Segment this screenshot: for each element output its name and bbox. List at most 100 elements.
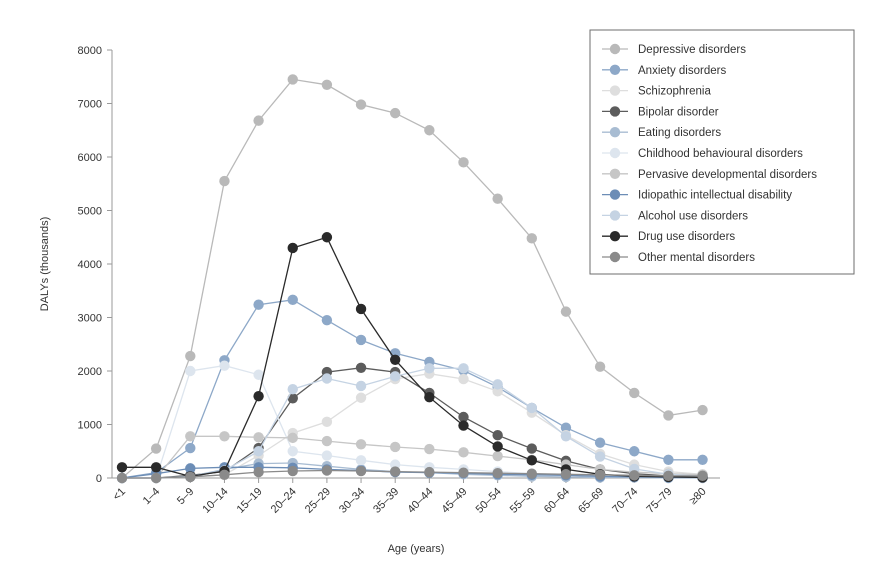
x-tick-label: 40–44: [405, 486, 435, 516]
legend-item: Schizophrenia: [602, 85, 711, 98]
series-point: [526, 455, 537, 466]
series-point: [526, 468, 537, 479]
series-point: [321, 314, 333, 326]
legend-marker: [609, 127, 621, 138]
series-point: [355, 380, 367, 392]
series-point: [287, 432, 298, 444]
x-tick-label: 25–29: [303, 486, 333, 516]
series-point: [390, 354, 401, 365]
series-point: [458, 447, 469, 458]
series-point: [526, 443, 537, 454]
series-point: [424, 443, 435, 455]
series-point: [321, 450, 333, 461]
series-line: [122, 367, 703, 479]
series-point: [253, 390, 264, 402]
legend-item: Drug use disorders: [602, 231, 735, 243]
y-axis-title: DALYs (thousands): [39, 217, 51, 312]
legend-label: Other mental disorders: [638, 252, 755, 264]
series-point: [219, 431, 230, 442]
y-tick-label: 2000: [78, 366, 102, 378]
series-point: [424, 392, 435, 403]
series-line: [121, 78, 703, 479]
series-point: [185, 365, 196, 377]
series-point: [321, 373, 333, 384]
y-tick-label: 4000: [78, 259, 102, 271]
legend-item: Alcohol use disorders: [602, 210, 748, 222]
y-tick-label: 0: [96, 473, 102, 485]
x-tick-label: 35–39: [371, 486, 401, 516]
series-point: [458, 373, 469, 385]
series-point: [560, 306, 572, 317]
series-point: [355, 99, 367, 110]
x-tick-label: 55–59: [508, 486, 538, 516]
series-point: [697, 470, 708, 482]
x-tick-label: 15–19: [235, 486, 265, 516]
series-point: [492, 467, 503, 479]
series-point: [560, 431, 572, 442]
legend-label: Idiopathic intellectual disability: [638, 190, 792, 202]
series-point: [355, 362, 367, 373]
series-point: [697, 454, 708, 466]
legend-label: Bipolar disorder: [638, 106, 719, 118]
series-point: [321, 232, 333, 243]
series-point: [321, 79, 333, 90]
series-point: [492, 379, 503, 390]
legend-item: Anxiety disorders: [602, 64, 726, 77]
series-point: [253, 432, 264, 443]
series-point: [355, 392, 367, 403]
series-point: [458, 157, 469, 168]
series-10: [116, 465, 708, 484]
series-point: [321, 465, 333, 476]
series-point: [253, 446, 264, 457]
series-0: [116, 74, 708, 484]
legend-item: Other mental disorders: [602, 251, 755, 264]
series-point: [424, 466, 435, 478]
series-point: [458, 411, 469, 423]
series-point: [185, 350, 196, 362]
legend-item: Bipolar disorder: [602, 106, 719, 118]
x-tick-label: ≥80: [687, 486, 708, 507]
series-point: [560, 422, 572, 433]
series-point: [424, 363, 435, 374]
series-point: [219, 175, 230, 187]
series-point: [697, 404, 708, 416]
series-1: [116, 294, 708, 484]
series-point: [663, 470, 674, 482]
series-point: [355, 455, 367, 466]
x-tick-label: 30–34: [337, 486, 367, 516]
series-point: [150, 462, 162, 473]
x-tick-label: 50–54: [474, 486, 504, 516]
legend-marker: [609, 43, 621, 55]
legend-marker: [609, 106, 621, 117]
x-axis-title: Age (years): [388, 543, 445, 555]
series-point: [594, 437, 606, 448]
series-point: [390, 441, 401, 453]
series-point: [492, 430, 503, 441]
series-point: [663, 410, 674, 421]
series-point: [629, 387, 640, 399]
legend-item: Idiopathic intellectual disability: [602, 189, 792, 202]
legend-label: Depressive disorders: [638, 44, 746, 56]
y-tick-label: 7000: [78, 99, 102, 111]
series-line: [122, 435, 703, 479]
series-point: [390, 466, 401, 477]
series-point: [287, 465, 298, 477]
series-point: [287, 393, 298, 404]
series-point: [185, 442, 196, 454]
legend-label: Alcohol use disorders: [638, 210, 748, 222]
series-point: [492, 450, 503, 462]
series-point: [526, 402, 537, 414]
series-point: [321, 435, 333, 447]
legend-item: Depressive disorders: [602, 43, 746, 56]
legend-item: Eating disorders: [602, 127, 721, 139]
series-point: [458, 467, 469, 478]
legend-marker: [609, 147, 621, 159]
legend-label: Schizophrenia: [638, 86, 711, 98]
series-point: [594, 361, 606, 372]
legend-marker: [609, 168, 621, 179]
series-point: [253, 466, 264, 478]
x-tick-label: 60–64: [542, 486, 572, 516]
series-point: [355, 439, 367, 450]
legend-marker: [609, 85, 621, 96]
